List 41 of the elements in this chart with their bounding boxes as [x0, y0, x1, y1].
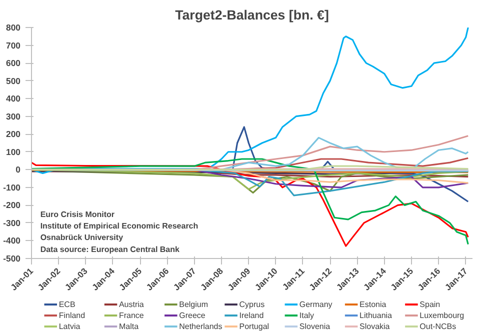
legend-label: Latvia: [58, 322, 81, 331]
y-tick-label: -500: [3, 254, 21, 264]
legend-label: Germany: [299, 300, 332, 309]
y-tick-label: -100: [3, 182, 21, 192]
legend-label: Cyprus: [239, 300, 265, 309]
y-tick-label: 800: [6, 22, 21, 32]
annotation: Institute of Empirical Economic Research: [40, 222, 198, 231]
legend-label: ECB: [58, 300, 76, 309]
y-tick-label: 400: [6, 94, 21, 104]
legend-label: Slovenia: [299, 322, 331, 331]
legend-label: Malta: [118, 322, 140, 331]
legend-label: Netherlands: [179, 322, 222, 331]
legend-label: Lithuania: [360, 311, 393, 320]
y-tick-label: 100: [6, 146, 21, 157]
legend-label: Austria: [118, 300, 144, 309]
y-tick-label: -400: [3, 236, 21, 246]
legend-label: Italy: [299, 311, 314, 320]
legend-label: Estonia: [360, 300, 387, 309]
legend-label: Out-NCBs: [420, 322, 456, 331]
annotation: Euro Crisis Monitor: [40, 210, 115, 220]
y-tick-label: -200: [3, 200, 21, 210]
y-tick-label: -300: [3, 218, 21, 228]
legend-label: Slovakia: [360, 322, 390, 331]
line-series: [32, 28, 469, 174]
legend-label: Portugal: [239, 322, 270, 331]
y-tick-label: 600: [6, 58, 21, 68]
y-tick-label: 0: [16, 164, 21, 175]
annotation: Data source: European Central Bank: [40, 244, 180, 254]
y-tick-label: 200: [6, 129, 21, 140]
chart-title: Target2-Balances [bn. €]: [175, 8, 329, 22]
y-tick-label: 300: [6, 111, 21, 122]
y-tick-label: 700: [6, 40, 21, 50]
legend-label: Ireland: [239, 311, 264, 320]
legend-label: France: [118, 311, 144, 320]
legend-label: Finland: [58, 311, 86, 320]
legend-label: Spain: [420, 300, 440, 309]
legend-label: Belgium: [179, 300, 208, 309]
y-tick-label: 500: [6, 76, 21, 86]
legend-label: Greece: [179, 311, 206, 320]
annotation: Osnabrück University: [40, 233, 124, 242]
legend-label: Luxembourg: [420, 311, 464, 320]
